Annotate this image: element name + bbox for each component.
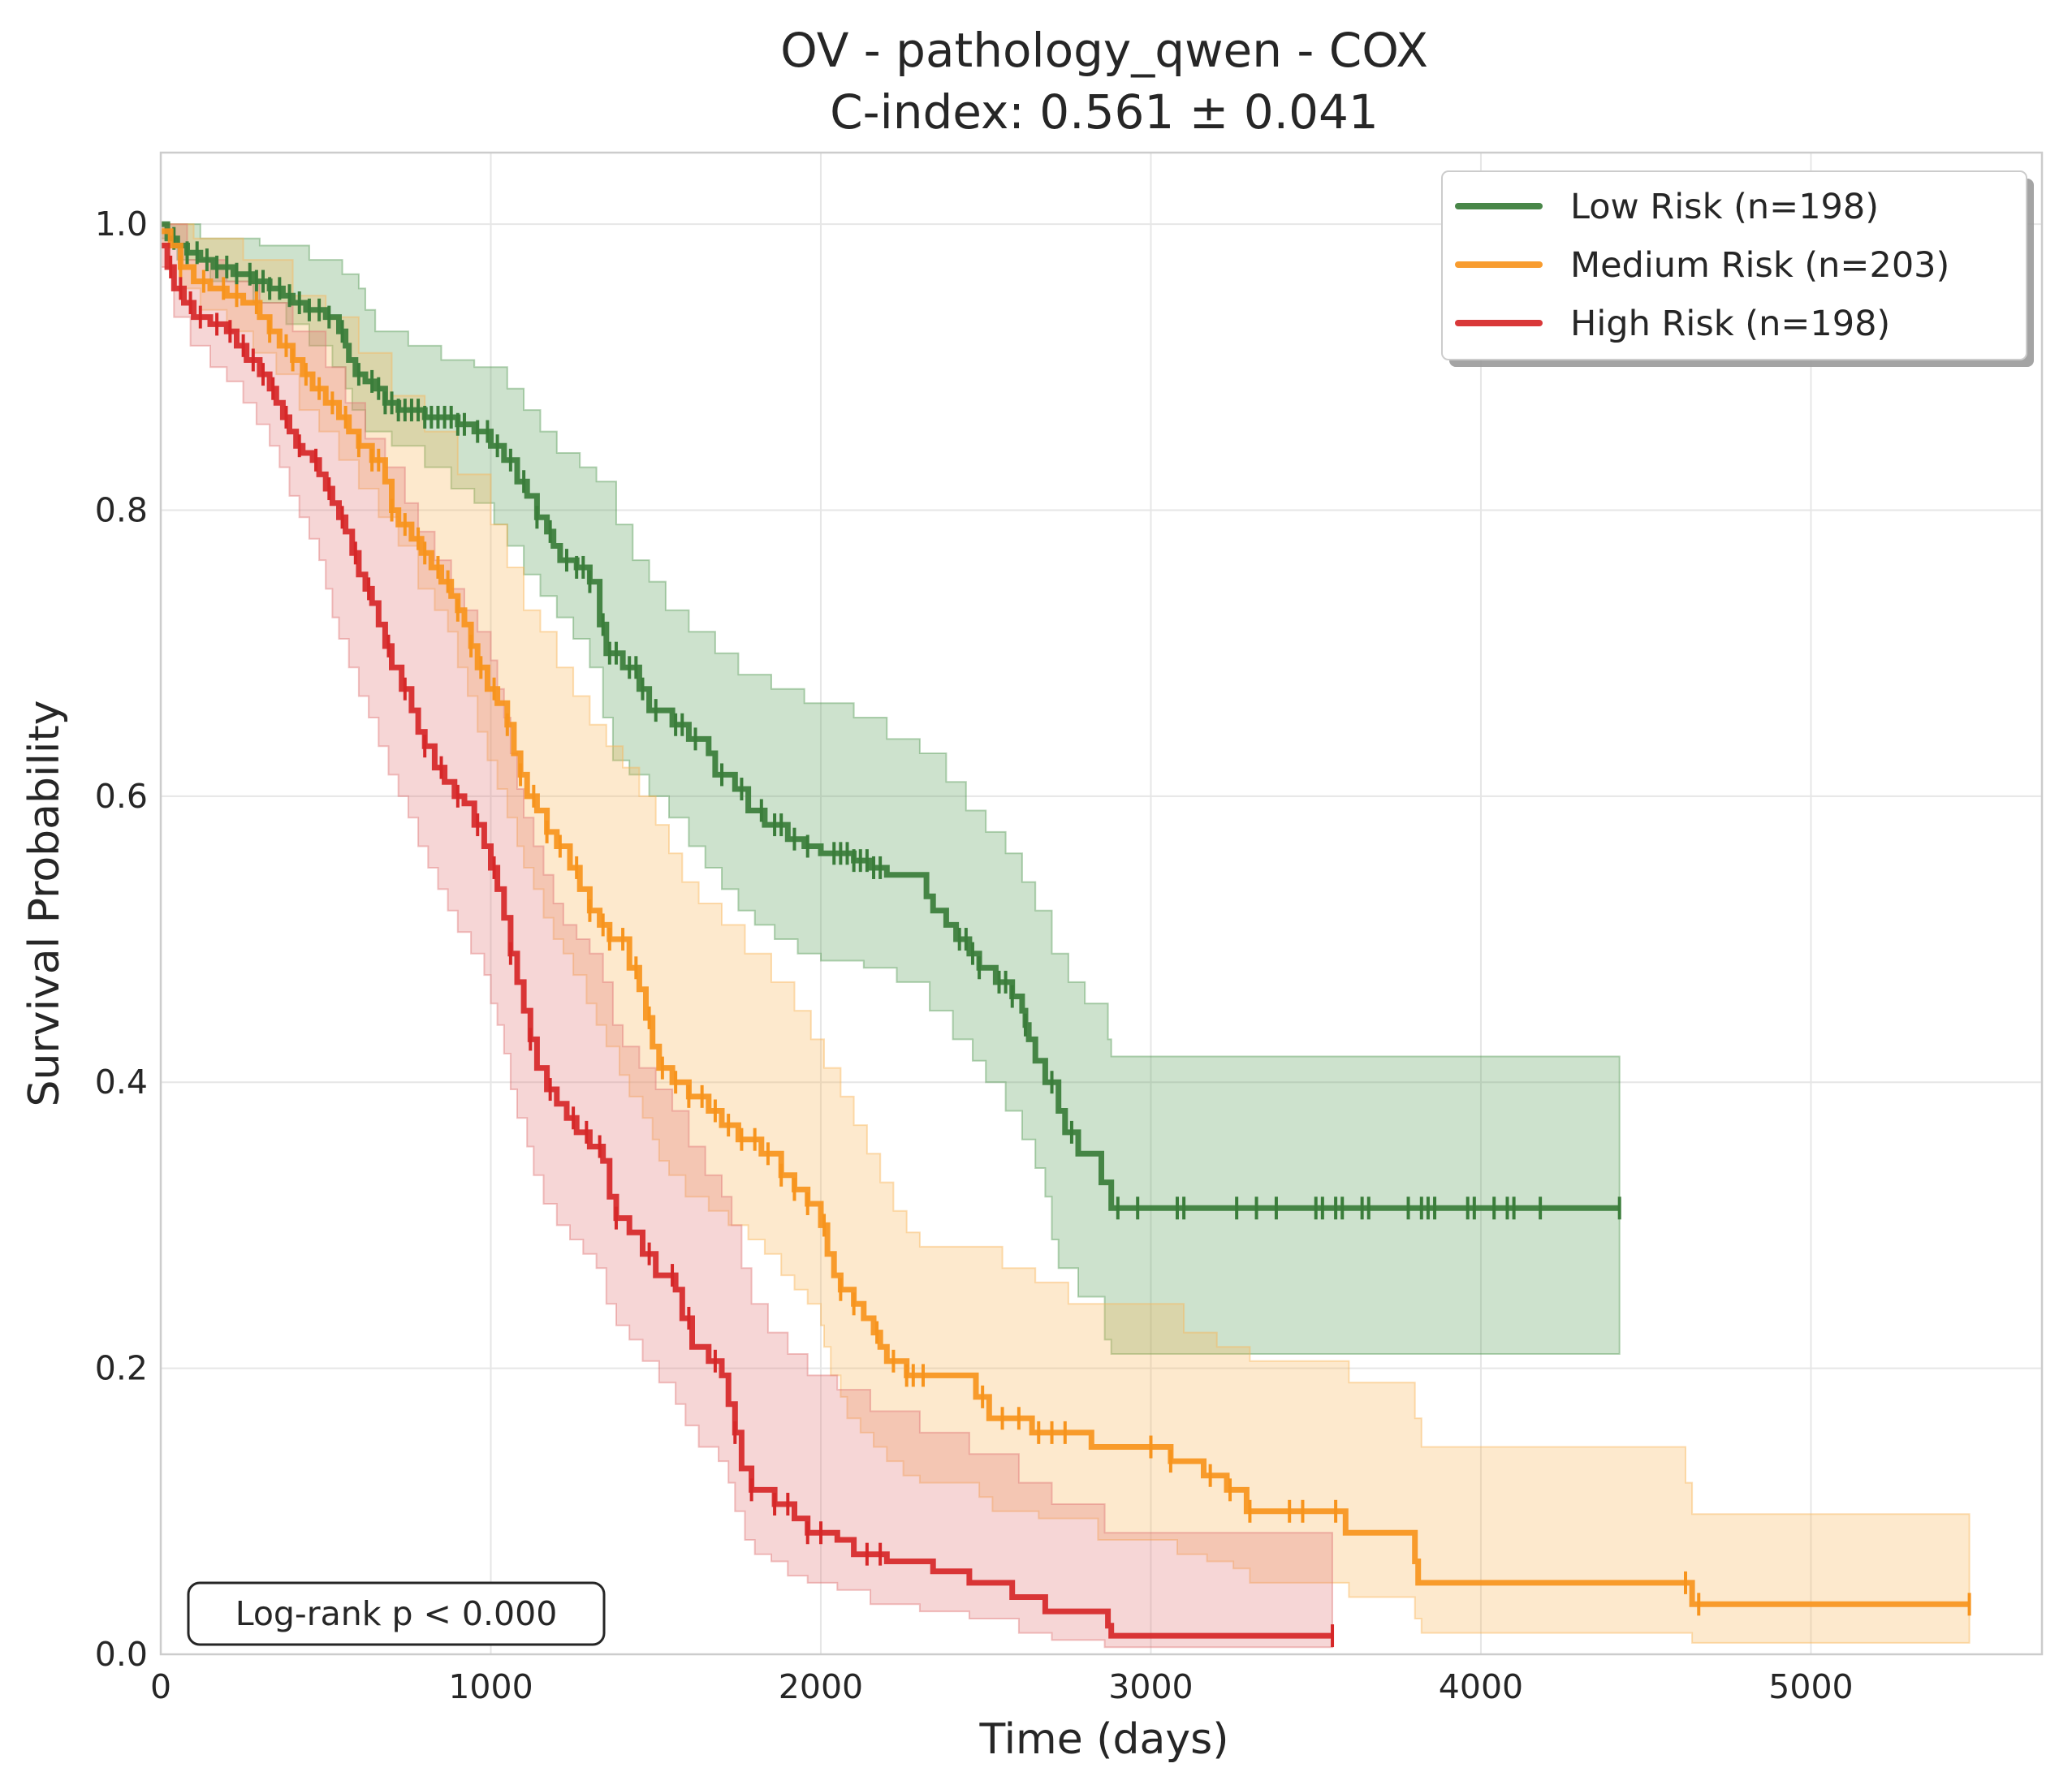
x-axis-label: Time (days) — [978, 1715, 1228, 1764]
y-tick-label: 0.8 — [95, 490, 148, 529]
x-tick-label: 0 — [150, 1667, 171, 1706]
x-tick-label: 2000 — [779, 1667, 863, 1706]
annotation-box — [187, 1581, 606, 1646]
legend-label-low-risk: Low Risk (n=198) — [1570, 187, 1879, 227]
plot-frame — [159, 151, 2044, 1656]
annotation-text: Log-rank p < 0.000 — [235, 1594, 558, 1633]
survival-line-low-risk — [161, 221, 1620, 1211]
y-tick-label: 0.2 — [95, 1349, 148, 1388]
legend: Low Risk (n=198) Medium Risk (n=203) Hig… — [1441, 170, 2034, 367]
confidence-band-medium-risk — [160, 223, 1971, 1644]
y-tick-label: 0.6 — [95, 777, 148, 816]
x-tick-label: 3000 — [1108, 1667, 1193, 1706]
y-tick-label: 0.0 — [95, 1635, 148, 1674]
legend-label-medium-risk: Medium Risk (n=203) — [1570, 245, 1949, 286]
legend-box — [1441, 170, 2027, 360]
x-tick-label: 4000 — [1439, 1667, 1523, 1706]
chart-subtitle: C-index: 0.561 ± 0.041 — [830, 84, 1379, 140]
chart-title: OV - pathology_qwen - COX — [780, 23, 1428, 78]
x-tick-label: 1000 — [448, 1667, 533, 1706]
y-axis-label: Survival Probability — [20, 700, 69, 1106]
y-tick-label: 0.4 — [95, 1063, 148, 1102]
legend-label-high-risk: High Risk (n=198) — [1570, 304, 1890, 344]
x-tick-label: 5000 — [1768, 1667, 1853, 1706]
confidence-band-high-risk — [160, 223, 1333, 1649]
confidence-band-low-risk — [160, 223, 1621, 1355]
plot-area: 0 1000 2000 3000 4000 5000 0.0 0.2 0.4 0.6 0.8 1.0 — [95, 151, 2044, 1706]
y-tick-label: 1.0 — [95, 205, 148, 244]
logrank-annotation: Log-rank p < 0.000 — [187, 1581, 606, 1646]
